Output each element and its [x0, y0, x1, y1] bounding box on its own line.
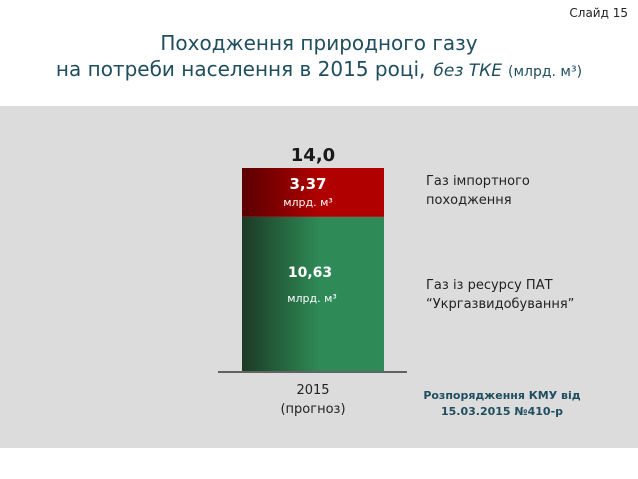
slide-number: Слайд 15 [569, 6, 628, 20]
legend-import-line-1: Газ імпортного [426, 174, 530, 189]
import-unit-label: млрд. м³ [283, 196, 333, 209]
source-note-line-2: 15.03.2015 №410-р [440, 405, 564, 418]
legend-domestic-line-1: Газ із ресурсу ПАТ [426, 278, 553, 293]
page-title: Походження природного газу на потреби на… [0, 30, 638, 85]
domestic-value-label: 10,63 [288, 265, 332, 281]
legend-domestic-line-2: “Укргазвидобування” [426, 297, 575, 312]
bar-segment-import [242, 168, 384, 217]
x-tick-label-year: 2015 [296, 383, 330, 398]
domestic-unit-label: млрд. м³ [287, 292, 337, 305]
title-line-2: на потреби населення в 2015 році, без ТКЕ… [0, 56, 638, 85]
title-line-1: Походження природного газу [160, 31, 478, 55]
total-data-label: 14,0 [291, 145, 335, 166]
source-note-line-1: Розпорядження КМУ від [423, 389, 581, 402]
x-axis-category-label: 2015 (прогноз) [243, 381, 383, 419]
legend-import-line-2: походження [426, 193, 512, 208]
x-tick-label-note: (прогноз) [280, 402, 346, 417]
legend-domestic: Газ із ресурсу ПАТ “Укргазвидобування” [426, 276, 574, 314]
bar-segment-domestic [242, 216, 384, 371]
title-line-2-main: на потреби населення в 2015 році, [55, 57, 426, 81]
title-unit: (млрд. м³) [507, 64, 583, 80]
source-note: Розпорядження КМУ від 15.03.2015 №410-р [412, 388, 592, 420]
legend-import: Газ імпортного походження [426, 172, 530, 210]
title-emphasis: без ТКЕ [433, 61, 502, 81]
import-value-label: 3,37 [289, 175, 326, 193]
